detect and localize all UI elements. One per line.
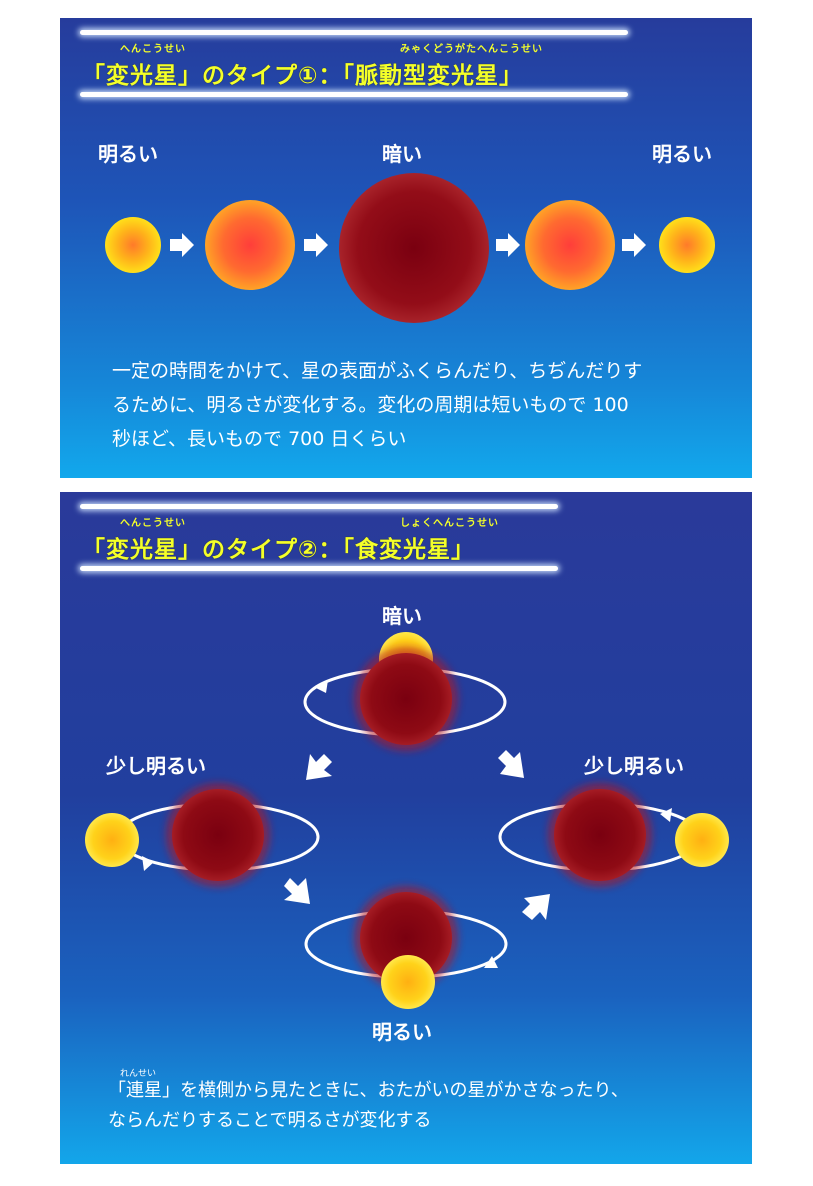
red-star (554, 789, 646, 881)
label-slightly-bright-right: 少し明るい (584, 754, 684, 778)
pulsation-diagram (105, 173, 715, 323)
arrow-right-icon (496, 233, 520, 257)
ruby-henkousei: へんこうせい (120, 518, 186, 529)
red-star (172, 789, 264, 881)
label-slightly-bright-left: 少し明るい (106, 754, 206, 778)
arrow-down-right-icon (284, 878, 310, 904)
arrow-up-right-icon (522, 894, 550, 920)
eclipsing-binary-diagram (85, 632, 729, 1009)
label-bright-left: 明るい (98, 142, 158, 166)
label-dark-center: 暗い (382, 142, 422, 166)
binary-top-eclipse (303, 632, 507, 751)
orbit-arrow-icon (484, 956, 498, 968)
star-small-bright-right (659, 217, 715, 273)
bottom-glow-line (80, 92, 628, 97)
ruby-myakudougata: みゃくどうがたへんこうせい (400, 44, 543, 55)
heading-type1: 「変光星」のタイプ①：「脈動型変光星」 (82, 63, 523, 89)
star-large-dark (339, 173, 489, 323)
desc-line-1: 「連星」を横側から見たときに、おたがいの星がかさなったり、 (108, 1080, 629, 1101)
desc-line-3: 秒ほど、長いもので 700 日くらい (112, 428, 407, 450)
desc-line-2: るために、明るさが変化する。変化の周期は短いもので 100 (112, 394, 629, 416)
eclipsing-description: 「連星」を横側から見たときに、おたがいの星がかさなったり、 ならんだりすることで… (108, 1076, 738, 1136)
red-star (360, 653, 452, 745)
desc-line-1: 一定の時間をかけて、星の表面がふくらんだり、ちぢんだりす (112, 360, 643, 382)
pulsating-variable-panel: へんこうせい みゃくどうがたへんこうせい 「変光星」のタイプ①：「脈動型変光星」… (60, 18, 752, 478)
label-dark-top: 暗い (382, 604, 422, 628)
ruby-rensei: れんせい (120, 1069, 157, 1079)
orbit-arrow-icon (316, 680, 328, 693)
orbit-arrow-icon (142, 856, 154, 871)
yellow-star (675, 813, 729, 867)
label-bright-bottom: 明るい (372, 1020, 432, 1044)
yellow-star (85, 813, 139, 867)
top-glow-line (80, 504, 558, 509)
red-star (360, 892, 452, 984)
ruby-henkousei: へんこうせい (120, 44, 186, 55)
star-medium-right (525, 200, 615, 290)
arrow-up-left-icon (498, 750, 524, 778)
pulsation-description: 一定の時間をかけて、星の表面がふくらんだり、ちぢんだりす るために、明るさが変化… (112, 354, 732, 456)
yellow-star (381, 955, 435, 1009)
binary-right (498, 783, 729, 887)
bottom-glow-line (80, 566, 558, 571)
star-medium-left (205, 200, 295, 290)
binary-bottom-front (304, 886, 508, 1009)
top-glow-line (80, 30, 628, 35)
transition-arrows (284, 750, 550, 920)
arrow-right-icon (170, 233, 194, 257)
arrow-down-left-icon (306, 754, 332, 780)
arrow-right-icon (622, 233, 646, 257)
label-bright-right: 明るい (652, 142, 712, 166)
arrow-right-icon (304, 233, 328, 257)
heading-type2: 「変光星」のタイプ②：「食変光星」 (82, 537, 475, 563)
orbit-arrow-icon (660, 808, 672, 822)
desc-line-2: ならんだりすることで明るさが変化する (108, 1110, 432, 1131)
eclipsing-variable-panel: へんこうせい しょくへんこうせい 「変光星」のタイプ②：「食変光星」 暗い 少し… (60, 492, 752, 1164)
ruby-shokuhenkousei: しょくへんこうせい (400, 518, 499, 529)
star-small-bright-left (105, 217, 161, 273)
binary-left (85, 783, 320, 887)
